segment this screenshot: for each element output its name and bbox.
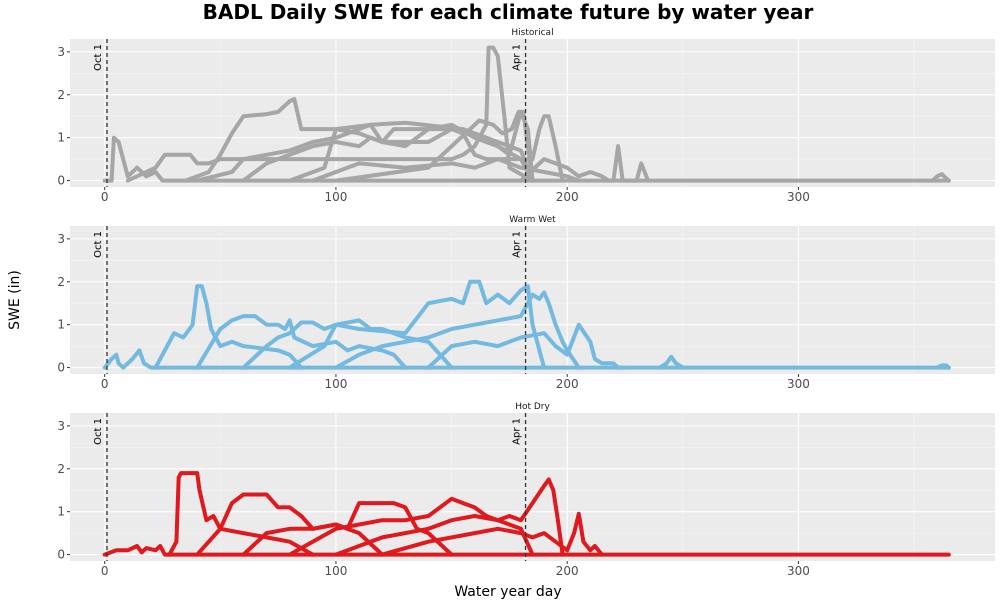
- series-line: [287, 279, 547, 370]
- series-line: [125, 45, 535, 183]
- y-tick-label: 1: [57, 318, 65, 332]
- y-tick-label: 3: [57, 232, 65, 246]
- x-tick-label: 0: [101, 190, 109, 204]
- series-line: [102, 348, 951, 370]
- series-line: [102, 544, 951, 557]
- series-line: [241, 114, 565, 183]
- panel-2: 0 100 200 300 0 1 2 3 Hot Dry Oct 1 Apr 1: [57, 402, 995, 578]
- series-line: [167, 471, 315, 557]
- y-tick-label: 3: [57, 419, 65, 433]
- y-tick-label: 2: [57, 275, 65, 289]
- series-line: [333, 477, 565, 557]
- panel-1: 0 100 200 300 0 1 2 3 Warm Wet Oct 1 Apr 1: [57, 215, 995, 391]
- reference-line-label: Apr 1: [512, 418, 523, 445]
- x-axis-label: Water year day: [454, 584, 561, 600]
- series-line: [930, 172, 951, 183]
- series-line: [657, 354, 685, 370]
- x-tick-label: 200: [556, 564, 579, 578]
- y-tick-label: 0: [57, 548, 65, 562]
- series-line: [310, 157, 581, 183]
- y-tick-label: 1: [57, 505, 65, 519]
- y-tick-label: 0: [57, 174, 65, 188]
- series-line: [241, 318, 454, 370]
- series-line: [287, 496, 535, 557]
- x-tick-label: 200: [556, 377, 579, 391]
- reference-line-label: Oct 1: [93, 44, 104, 71]
- panel-0: 0 100 200 300 0 1 2 3 Historical Oct 1 Apr 1: [57, 28, 995, 204]
- x-tick-label: 100: [324, 564, 347, 578]
- chart-title: BADL Daily SWE for each climate future b…: [203, 0, 814, 24]
- series-line: [153, 284, 304, 370]
- y-tick-label: 2: [57, 88, 65, 102]
- x-tick-label: 300: [787, 190, 810, 204]
- series-line: [426, 322, 627, 370]
- y-tick-label: 0: [57, 361, 65, 375]
- reference-line-label: Oct 1: [93, 231, 104, 258]
- x-tick-label: 100: [324, 377, 347, 391]
- series-line: [287, 122, 535, 183]
- panel-title: Warm Wet: [509, 215, 556, 225]
- y-tick-label: 3: [57, 45, 65, 59]
- panel-background: [70, 226, 995, 374]
- x-tick-label: 100: [324, 190, 347, 204]
- x-tick-label: 300: [787, 377, 810, 391]
- reference-line-label: Oct 1: [93, 418, 104, 445]
- series-line: [102, 135, 951, 183]
- x-tick-label: 0: [101, 377, 109, 391]
- x-tick-label: 200: [556, 190, 579, 204]
- reference-line-label: Apr 1: [512, 44, 523, 71]
- panel-title: Hot Dry: [515, 402, 550, 412]
- series-line: [333, 109, 535, 183]
- series-line: [518, 144, 651, 183]
- x-tick-label: 300: [787, 564, 810, 578]
- y-axis-label: SWE (in): [7, 270, 23, 330]
- reference-line-label: Apr 1: [512, 231, 523, 258]
- series-line: [380, 511, 604, 557]
- y-tick-label: 1: [57, 131, 65, 145]
- series-line: [241, 501, 454, 557]
- y-tick-label: 2: [57, 462, 65, 476]
- panel-title: Historical: [511, 28, 553, 38]
- series-line: [935, 363, 951, 370]
- series-line: [333, 290, 581, 370]
- series-line: [195, 314, 408, 370]
- x-tick-label: 0: [101, 564, 109, 578]
- series-line: [195, 109, 535, 183]
